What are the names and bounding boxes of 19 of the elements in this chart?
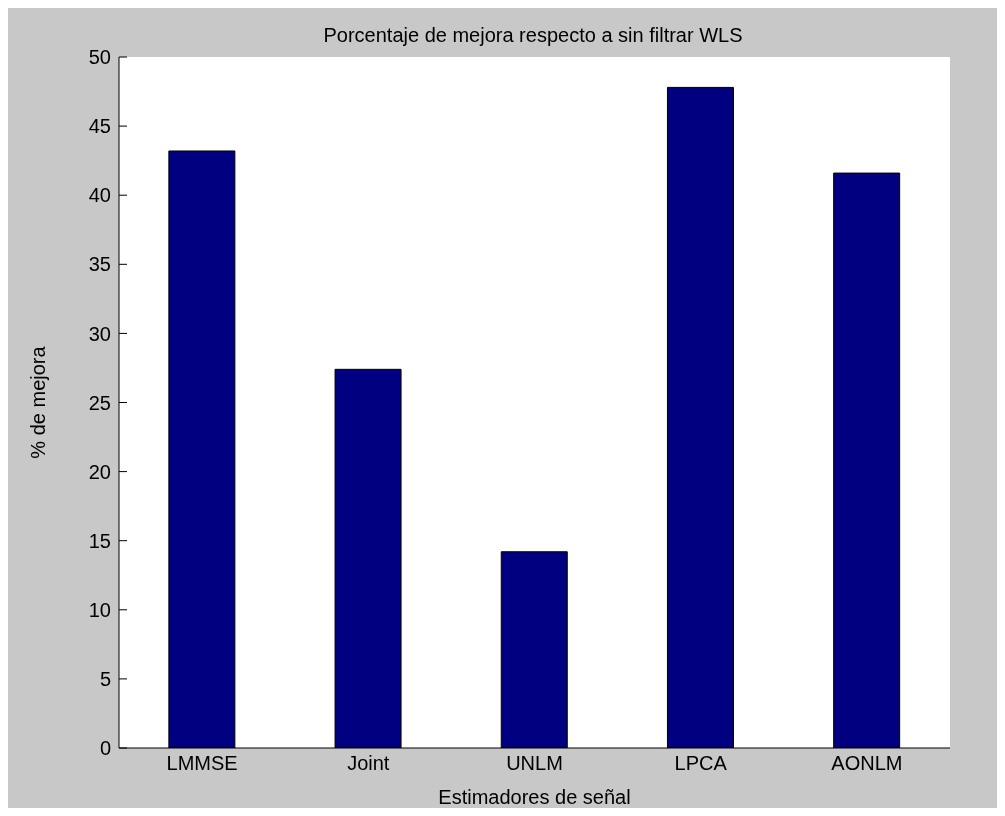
y-tick-label: 30: [88, 322, 111, 345]
y-tick-label: 35: [88, 253, 111, 276]
y-tick-label: 15: [88, 529, 111, 552]
x-tick-label: AONLM: [831, 752, 903, 775]
y-tick-label: 5: [99, 668, 111, 690]
x-tick-label: LPCA: [674, 752, 728, 775]
y-axis-title: % de mejora: [27, 345, 50, 459]
y-tick-label: 20: [88, 460, 111, 483]
chart-title: Porcentaje de mejora respecto a sin filtrar WLS: [322, 24, 744, 47]
y-tick-label: 45: [88, 115, 111, 138]
x-tick-label: Joint: [347, 752, 390, 775]
x-tick-label: UNLM: [506, 752, 563, 775]
y-tick-label: 0: [99, 737, 111, 760]
y-tick-label: 25: [88, 391, 111, 414]
y-tick-label: 40: [88, 184, 111, 207]
y-tick-label: 10: [88, 598, 111, 621]
y-tick-label: 50: [88, 46, 111, 69]
x-tick-label: LMMSE: [166, 752, 238, 775]
x-axis-title: Estimadores de señal: [438, 786, 631, 808]
